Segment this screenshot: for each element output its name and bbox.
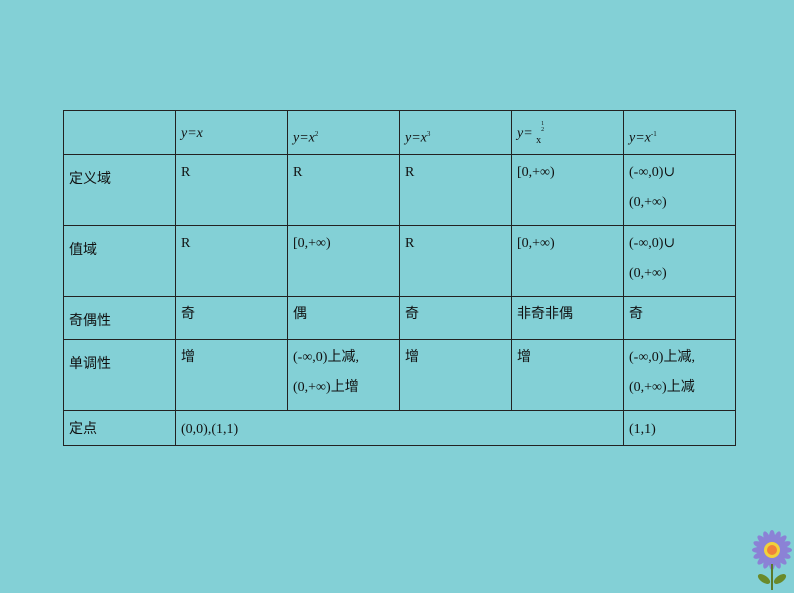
flower-icon [752,530,792,590]
cell-line: 奇 [629,306,643,322]
cell-line: 偶 [293,306,307,322]
flower-petal [775,535,787,547]
cell-line: (-∞,0)∪ [629,164,676,180]
fixed-point-row: 定点 (0,0),(1,1) (1,1) [63,409,736,446]
cell-line: 增 [405,349,419,365]
header-y-x-half: y= x1 2 [511,110,624,155]
cell-line: (-∞,0)上减, [293,349,359,365]
row-label: 定义域 [63,153,176,226]
cell-line: 增 [181,349,195,365]
cell-line: (0,+∞)上增 [293,379,359,395]
table-cell: [0,+∞) [287,224,400,297]
power-function-table: y=x y=x2 y=x3 y= x1 2 y=x-1 定义域 R R R [0,+∞) (… [63,110,736,446]
cell-line: 奇 [405,306,419,322]
header-y-x2: y=x2 [287,110,400,155]
header-y-x3: y=x3 [399,110,512,155]
flower-petal [775,553,787,565]
flower-petal [773,531,781,545]
flower-petal [757,535,769,547]
table-cell: 增 [511,338,624,411]
cell-line: (0,+∞) [629,265,667,281]
table-cell: 增 [399,338,512,411]
cell-line: R [405,164,415,180]
cell-line: 奇 [181,306,195,322]
table-cell: (-∞,0)上减, (0,+∞)上减 [623,338,736,411]
cell-line: 非奇非偶 [517,306,573,322]
row-label: 定点 [63,409,176,446]
table-cell: (-∞,0)∪ (0,+∞) [623,153,736,226]
table-cell: (-∞,0)∪ (0,+∞) [623,224,736,297]
cell-line: 增 [517,349,531,365]
fixed-point-common: (0,0),(1,1) [175,409,624,446]
cell-line: R [405,235,415,251]
table-row: 奇偶性奇偶奇非奇非偶奇 [63,295,736,340]
cell-line: [0,+∞) [517,235,555,251]
cell-line: [0,+∞) [293,235,331,251]
table-row: 定义域 R R R [0,+∞) (-∞,0)∪ (0,+∞) [63,153,736,226]
table-cell: (-∞,0)上减, (0,+∞)上增 [287,338,400,411]
cell-line: (0,+∞) [629,194,667,210]
row-label: 单调性 [63,338,176,411]
table-cell: R [399,224,512,297]
table-cell: R [175,153,288,226]
flower-petal [777,551,791,559]
cell-line: (-∞,0)上减, [629,349,695,365]
row-label: 值域 [63,224,176,297]
flower-petal [763,555,771,569]
flower-petal [773,555,781,569]
table-cell: 非奇非偶 [511,295,624,340]
flower-petal [757,553,769,565]
cell-line: (-∞,0)∪ [629,235,676,251]
table-cell: 奇 [623,295,736,340]
flower-petal [777,541,791,549]
flower-petal [753,541,767,549]
fixed-point-inverse: (1,1) [623,409,736,446]
header-y-x: y=x [175,110,288,155]
cell-line: [0,+∞) [517,164,555,180]
table-cell: [0,+∞) [511,153,624,226]
table-cell: [0,+∞) [511,224,624,297]
table-cell: R [399,153,512,226]
flower-petal [763,531,771,545]
table-row: 值域 R [0,+∞) R [0,+∞) (-∞,0)∪ (0,+∞) [63,224,736,297]
flower-petal [753,551,767,559]
table-cell: 奇 [399,295,512,340]
table-row: 单调性增 (-∞,0)上减, (0,+∞)上增增增 (-∞,0)上减, (0,+∞)上减 [63,338,736,411]
row-label: 奇偶性 [63,295,176,340]
table-cell: 奇 [175,295,288,340]
table-cell: R [175,224,288,297]
cell-line: R [181,164,191,180]
cell-line: R [293,164,303,180]
table-cell: 偶 [287,295,400,340]
cell-line: (0,+∞)上减 [629,379,695,395]
table-cell: R [287,153,400,226]
header-row: y=x y=x2 y=x3 y= x1 2 y=x-1 [63,110,736,155]
header-y-x-inv: y=x-1 [623,110,736,155]
cell-line: R [181,235,191,251]
corner-cell [63,110,176,155]
table-cell: 增 [175,338,288,411]
